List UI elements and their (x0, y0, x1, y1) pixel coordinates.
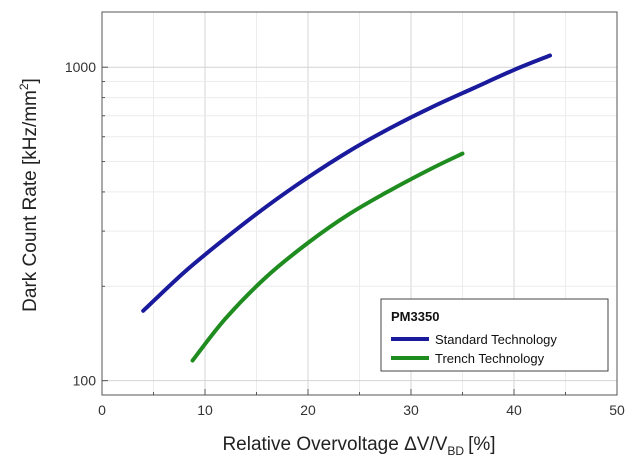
x-tick-label: 0 (98, 402, 106, 418)
legend-title: PM3350 (391, 309, 439, 324)
series-line-standard (141, 53, 552, 313)
x-axis-title-main: Relative Overvoltage ΔV/V (222, 434, 447, 455)
x-tick-label: 10 (197, 402, 213, 418)
legend-label-trench: Trench Technology (435, 351, 545, 366)
y-axis-title-main: Dark Count Rate [kHz/mm (20, 90, 41, 312)
series-layer (141, 53, 552, 363)
series-line-trench (190, 151, 465, 363)
legend: PM3350 Standard Technology Trench Techno… (380, 298, 609, 372)
y-axis-title-sup: 2 (17, 83, 31, 90)
y-axis-title: Dark Count Rate [kHz/mm2] (17, 78, 41, 312)
legend-label-standard: Standard Technology (435, 332, 557, 347)
x-tick-label: 40 (506, 402, 522, 418)
x-tick-label: 30 (403, 402, 419, 418)
ticks: 0 10 20 30 40 50 100 1000 (65, 59, 625, 418)
x-axis-title-unit: [%] (468, 434, 495, 455)
x-axis-title-sub: BD (447, 444, 464, 458)
x-tick-label: 20 (300, 402, 316, 418)
y-axis-title-end: ] (20, 78, 41, 83)
x-axis-title: Relative Overvoltage ΔV/VBD [%] (222, 434, 495, 458)
y-tick-label: 1000 (65, 59, 96, 75)
y-tick-label: 100 (73, 373, 97, 389)
grid (102, 12, 617, 395)
x-tick-label: 50 (609, 402, 625, 418)
